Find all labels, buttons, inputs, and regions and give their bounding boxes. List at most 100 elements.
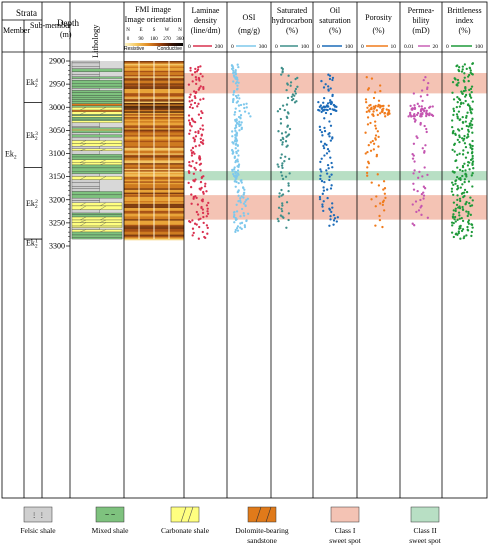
- permeability-point: [412, 92, 415, 95]
- brittleness-point: [459, 237, 462, 240]
- carbonate-hatch: [79, 176, 87, 180]
- saturated-hydrocarbon-point: [287, 74, 290, 77]
- brittleness-point: [458, 135, 461, 139]
- oil-saturation-point: [322, 186, 325, 189]
- laminae-point: [193, 71, 197, 74]
- laminae-point: [191, 146, 195, 150]
- osi-point: [232, 69, 235, 72]
- brittleness-point: [471, 185, 474, 188]
- laminae-point: [199, 65, 202, 68]
- saturated-hydrocarbon-point: [283, 160, 286, 163]
- laminae-point: [198, 144, 201, 147]
- saturated-hydrocarbon-point: [279, 156, 282, 159]
- permeability-point: [413, 107, 416, 110]
- header-fmi-title: FMI image: [135, 5, 171, 14]
- lithology-layer: [71, 62, 100, 67]
- osi-point: [234, 73, 238, 76]
- osi-point: [236, 84, 239, 87]
- brittleness-point: [451, 125, 454, 129]
- porosity-point: [365, 76, 368, 79]
- osi-point: [232, 80, 235, 83]
- oil-saturation-point: [317, 100, 320, 104]
- osi-point: [243, 188, 246, 191]
- brittleness-point: [467, 79, 470, 83]
- sweet-spot-band-2: [184, 171, 487, 181]
- permeability-point: [431, 114, 435, 118]
- header-depth-unit: (m): [60, 30, 72, 39]
- osi-point: [236, 160, 240, 163]
- osi-point: [233, 213, 236, 217]
- porosity-point: [364, 98, 368, 101]
- brittleness-point: [470, 230, 473, 234]
- oil-saturation-point: [331, 137, 334, 140]
- laminae-point: [195, 161, 198, 165]
- carbonate-hatch: [99, 140, 107, 144]
- porosity-point: [372, 96, 376, 100]
- brittleness-point: [471, 117, 474, 120]
- lithology-layer: [71, 90, 123, 93]
- porosity-point: [383, 187, 387, 190]
- permeability-point: [409, 104, 412, 108]
- brittleness-point: [458, 98, 462, 102]
- lithology-layer: [71, 76, 123, 79]
- oil-saturation-point: [320, 110, 323, 114]
- permeability-point: [421, 111, 424, 115]
- oil-saturation-point: [321, 134, 324, 137]
- brittleness-point: [458, 66, 461, 69]
- brittleness-point: [463, 180, 466, 184]
- laminae-point: [200, 176, 203, 180]
- osi-point: [240, 195, 243, 198]
- laminae-point: [197, 102, 200, 105]
- saturated-hydrocarbon-point: [289, 81, 293, 84]
- brittleness-point: [471, 144, 474, 148]
- laminae-point: [206, 226, 209, 230]
- legend-pattern-felsic: ⋮ ⋮: [31, 513, 45, 519]
- oil-saturation-point: [331, 78, 334, 82]
- laminae-point: [201, 230, 204, 234]
- brittleness-point: [456, 188, 459, 191]
- brittleness-point: [471, 163, 474, 167]
- porosity-point: [366, 116, 370, 119]
- porosity-point: [364, 131, 367, 134]
- carbonate-hatch: [79, 229, 87, 233]
- permeability-point: [417, 176, 420, 179]
- saturated-hydrocarbon-point: [296, 85, 299, 88]
- porosity-point: [372, 142, 376, 145]
- porosity-point: [366, 123, 370, 126]
- brittleness-point: [464, 145, 468, 149]
- saturated-hydrocarbon-point: [294, 77, 297, 81]
- brittleness-point: [456, 175, 459, 179]
- porosity-point: [366, 106, 369, 109]
- permeability-point: [413, 104, 416, 107]
- permeability-point: [411, 157, 415, 160]
- laminae-point: [200, 110, 203, 113]
- lithology-layer: [71, 127, 123, 130]
- brittleness-point: [456, 96, 459, 99]
- brittleness-point: [467, 75, 470, 78]
- porosity-point: [371, 139, 374, 143]
- carbonate-hatch: [99, 219, 107, 223]
- brittleness-point: [461, 115, 464, 119]
- fmi-angle-label: 180: [150, 37, 158, 42]
- osi-point: [231, 100, 235, 104]
- brittleness-point: [461, 205, 464, 209]
- osi-point: [233, 113, 236, 116]
- brittleness-point: [462, 139, 465, 142]
- legend-label-mixed: Mixed shale: [92, 526, 130, 535]
- depth-tick-label: 3050: [49, 126, 65, 135]
- legend-pattern-dolomite: [255, 506, 262, 523]
- oil-saturation-point: [329, 218, 332, 221]
- laminae-point: [201, 142, 205, 145]
- oil-saturation-point: [322, 86, 326, 89]
- oil-saturation-point: [335, 105, 338, 108]
- carbonate-hatch: [79, 111, 87, 115]
- oil-saturation-point: [326, 148, 330, 151]
- brittleness-point: [469, 107, 472, 110]
- osi-point: [242, 193, 245, 196]
- permeability-point: [423, 151, 426, 154]
- osi-point: [234, 120, 237, 123]
- saturated-hydrocarbon-point: [281, 202, 284, 205]
- track-unit-porosity: (%): [373, 26, 385, 35]
- laminae-point: [191, 118, 194, 121]
- permeability-point: [419, 113, 422, 116]
